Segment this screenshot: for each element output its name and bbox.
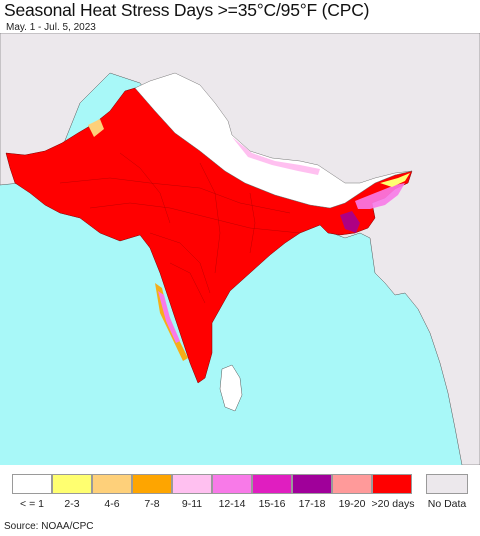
low-heat-north-strip bbox=[134, 72, 413, 209]
legend-label: 15-16 bbox=[258, 498, 286, 510]
legend-swatch bbox=[132, 474, 172, 494]
legend-swatch bbox=[172, 474, 212, 494]
band-northeast-yellow bbox=[380, 173, 410, 187]
legend-label: 12-14 bbox=[218, 498, 246, 510]
band-northwest bbox=[88, 119, 104, 137]
sri-lanka bbox=[219, 364, 243, 412]
legend-swatch bbox=[372, 474, 412, 494]
legend-label: 2-3 bbox=[64, 498, 80, 510]
map-subtitle: May. 1 - Jul. 5, 2023 bbox=[6, 22, 96, 33]
legend-swatch bbox=[52, 474, 92, 494]
legend-label: 4-6 bbox=[104, 498, 120, 510]
legend-swatch bbox=[332, 474, 372, 494]
legend-swatch bbox=[212, 474, 252, 494]
legend-label: 17-18 bbox=[298, 498, 326, 510]
source-credit: Source: NOAA/CPC bbox=[4, 521, 94, 532]
legend-label-nodata: No Data bbox=[427, 498, 467, 510]
legend-swatch bbox=[92, 474, 132, 494]
legend-label: < = 1 bbox=[20, 498, 44, 510]
foreign-land bbox=[0, 33, 480, 465]
legend-label: 19-20 bbox=[338, 498, 366, 510]
band-bangladesh-purple bbox=[340, 211, 360, 233]
map-title: Seasonal Heat Stress Days >=35°C/95°F (C… bbox=[4, 0, 370, 20]
legend: < = 1 2-3 4-6 7-8 9-11 12-14 15-16 17-18… bbox=[0, 465, 480, 517]
legend-label: 9-11 bbox=[181, 498, 203, 510]
heat-stress-map bbox=[0, 33, 480, 465]
band-himalaya-edge bbox=[232, 137, 320, 175]
legend-swatch bbox=[12, 474, 52, 494]
band-northeast bbox=[355, 183, 405, 209]
legend-swatch-nodata bbox=[426, 474, 468, 494]
legend-label: 7-8 bbox=[144, 498, 160, 510]
admin-boundaries bbox=[59, 152, 301, 304]
legend-swatch bbox=[252, 474, 292, 494]
legend-label: >20 days bbox=[371, 498, 415, 510]
band-west-coast-pink bbox=[158, 291, 180, 343]
legend-swatch bbox=[292, 474, 332, 494]
